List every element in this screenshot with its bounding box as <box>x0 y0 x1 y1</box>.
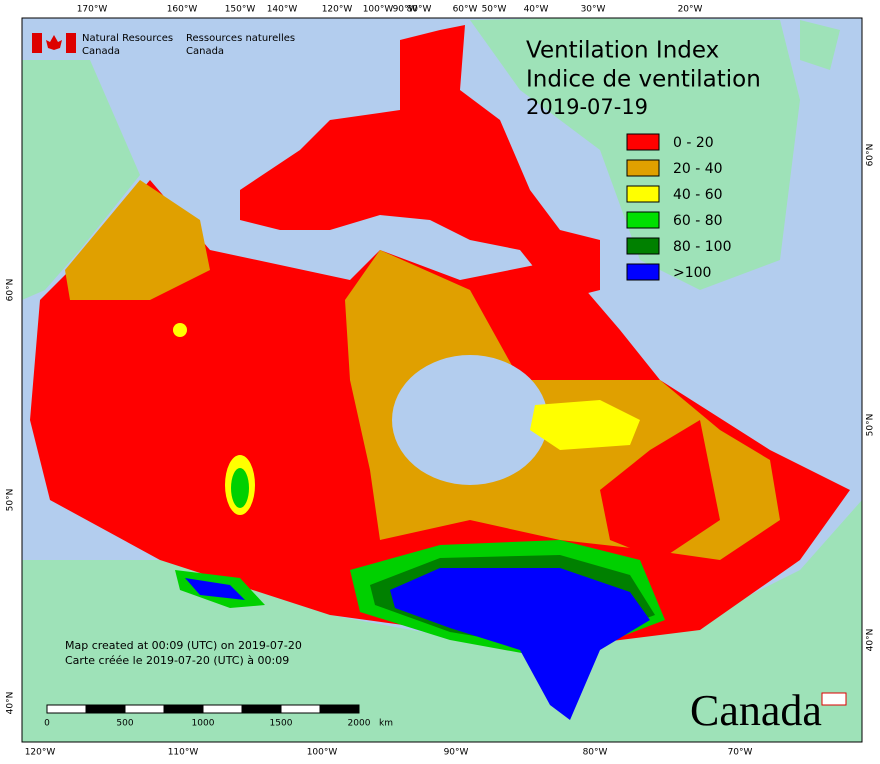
top-lon-label: 140°W <box>267 5 298 15</box>
agency-fr: Canada <box>186 46 224 57</box>
scale-bar: 0 500 1000 1500 2000 km <box>44 704 393 729</box>
legend-swatch <box>626 159 660 177</box>
scale-segment <box>163 704 204 714</box>
agency-en: Natural Resources <box>82 33 173 44</box>
legend-label: >100 <box>673 265 711 281</box>
scale-segment <box>241 704 282 714</box>
legend-swatch <box>626 263 660 281</box>
bottom-lon-label: 120°W <box>25 748 56 758</box>
top-lon-label: 60°W <box>453 5 478 15</box>
agency-fr: Ressources naturelles <box>186 33 295 44</box>
flag-bar <box>66 33 76 53</box>
credit: Carte créée le 2019-07-20 (UTC) à 00:09 <box>65 654 289 667</box>
scale-label: 0 <box>44 719 50 729</box>
scale-label: 2000 <box>348 719 371 729</box>
hudson-bay <box>392 355 548 485</box>
top-lon-label: 40°W <box>524 5 549 15</box>
right-lat-label: 40°N <box>866 629 876 652</box>
scale-segment <box>202 704 243 714</box>
title: Indice de ventilation <box>526 67 761 93</box>
graticule: 170°W 160°W 150°W 140°W 120°W 100°W 90°W80°W 60… <box>6 5 876 758</box>
scale-segment <box>85 704 126 714</box>
scale-label: 1000 <box>192 719 215 729</box>
bottom-lon-label: 110°W <box>168 748 199 758</box>
legend-label: 0 - 20 <box>673 135 714 151</box>
iceland <box>800 20 840 70</box>
legend-swatch <box>626 211 660 229</box>
top-lon-label: 100°W <box>363 5 394 15</box>
greenland <box>470 18 800 290</box>
top-lon-label: 80°W <box>407 5 432 15</box>
top-lon-label: 160°W <box>167 5 198 15</box>
top-lon-label: 90°W <box>393 5 418 15</box>
agency-en: Canada <box>82 46 120 57</box>
wordmark-flag <box>821 692 847 706</box>
flag-bar <box>32 33 42 53</box>
yellow-spot <box>173 323 187 337</box>
legend-swatch <box>626 133 660 151</box>
top-lon-label: 50°W <box>482 5 507 15</box>
legend-label: 80 - 100 <box>673 239 732 255</box>
map <box>21 17 863 743</box>
labels: Natural Resources Canada Ressources natu… <box>65 33 822 735</box>
scale-segment <box>280 704 321 714</box>
scale-label: 1500 <box>270 719 293 729</box>
top-lon-label: 170°W <box>77 5 108 15</box>
arctic-islands <box>240 25 600 300</box>
bottom-lon-label: 70°W <box>728 748 753 758</box>
wordmark: Canada <box>690 686 822 735</box>
scale-segment <box>124 704 165 714</box>
scale-segment <box>319 704 360 714</box>
title: Ventilation Index <box>526 38 719 64</box>
south-blue <box>390 568 650 720</box>
left-lat-label: 60°N <box>6 279 16 302</box>
frame <box>21 17 863 743</box>
legend-swatch <box>626 185 660 203</box>
bottom-lon-label: 90°W <box>444 748 469 758</box>
legend-label: 60 - 80 <box>673 213 723 229</box>
right-lat-label: 50°N <box>866 414 876 437</box>
credit: Map created at 00:09 (UTC) on 2019-07-20 <box>65 639 302 652</box>
scale-label: 500 <box>116 719 133 729</box>
legend: 0 - 20 20 - 40 40 - 60 60 - 80 80 - 100 >100 <box>626 133 732 281</box>
left-lat-label: 50°N <box>6 489 16 512</box>
top-lon-label: 120°W <box>322 5 353 15</box>
right-lat-label: 60°N <box>866 144 876 167</box>
usa <box>22 500 862 742</box>
legend-swatch <box>626 237 660 255</box>
quebec-red <box>600 420 720 560</box>
ab-green <box>231 468 249 508</box>
top-lon-label: 30°W <box>581 5 606 15</box>
legend-label: 20 - 40 <box>673 161 723 177</box>
yukon-orange <box>65 180 210 300</box>
bc-blue <box>185 578 245 600</box>
nrcan-logo <box>32 33 76 53</box>
quebec-yellow <box>530 400 640 450</box>
top-lon-label: 150°W <box>225 5 256 15</box>
title-date: 2019-07-19 <box>526 95 648 119</box>
bottom-lon-label: 100°W <box>307 748 338 758</box>
top-lon-label: 20°W <box>678 5 703 15</box>
scale-unit: km <box>379 719 393 729</box>
left-lat-label: 40°N <box>6 692 16 715</box>
alaska <box>22 60 140 300</box>
scale-segment <box>46 704 87 714</box>
legend-label: 40 - 60 <box>673 187 723 203</box>
maple-leaf <box>46 35 62 50</box>
bottom-lon-label: 80°W <box>583 748 608 758</box>
